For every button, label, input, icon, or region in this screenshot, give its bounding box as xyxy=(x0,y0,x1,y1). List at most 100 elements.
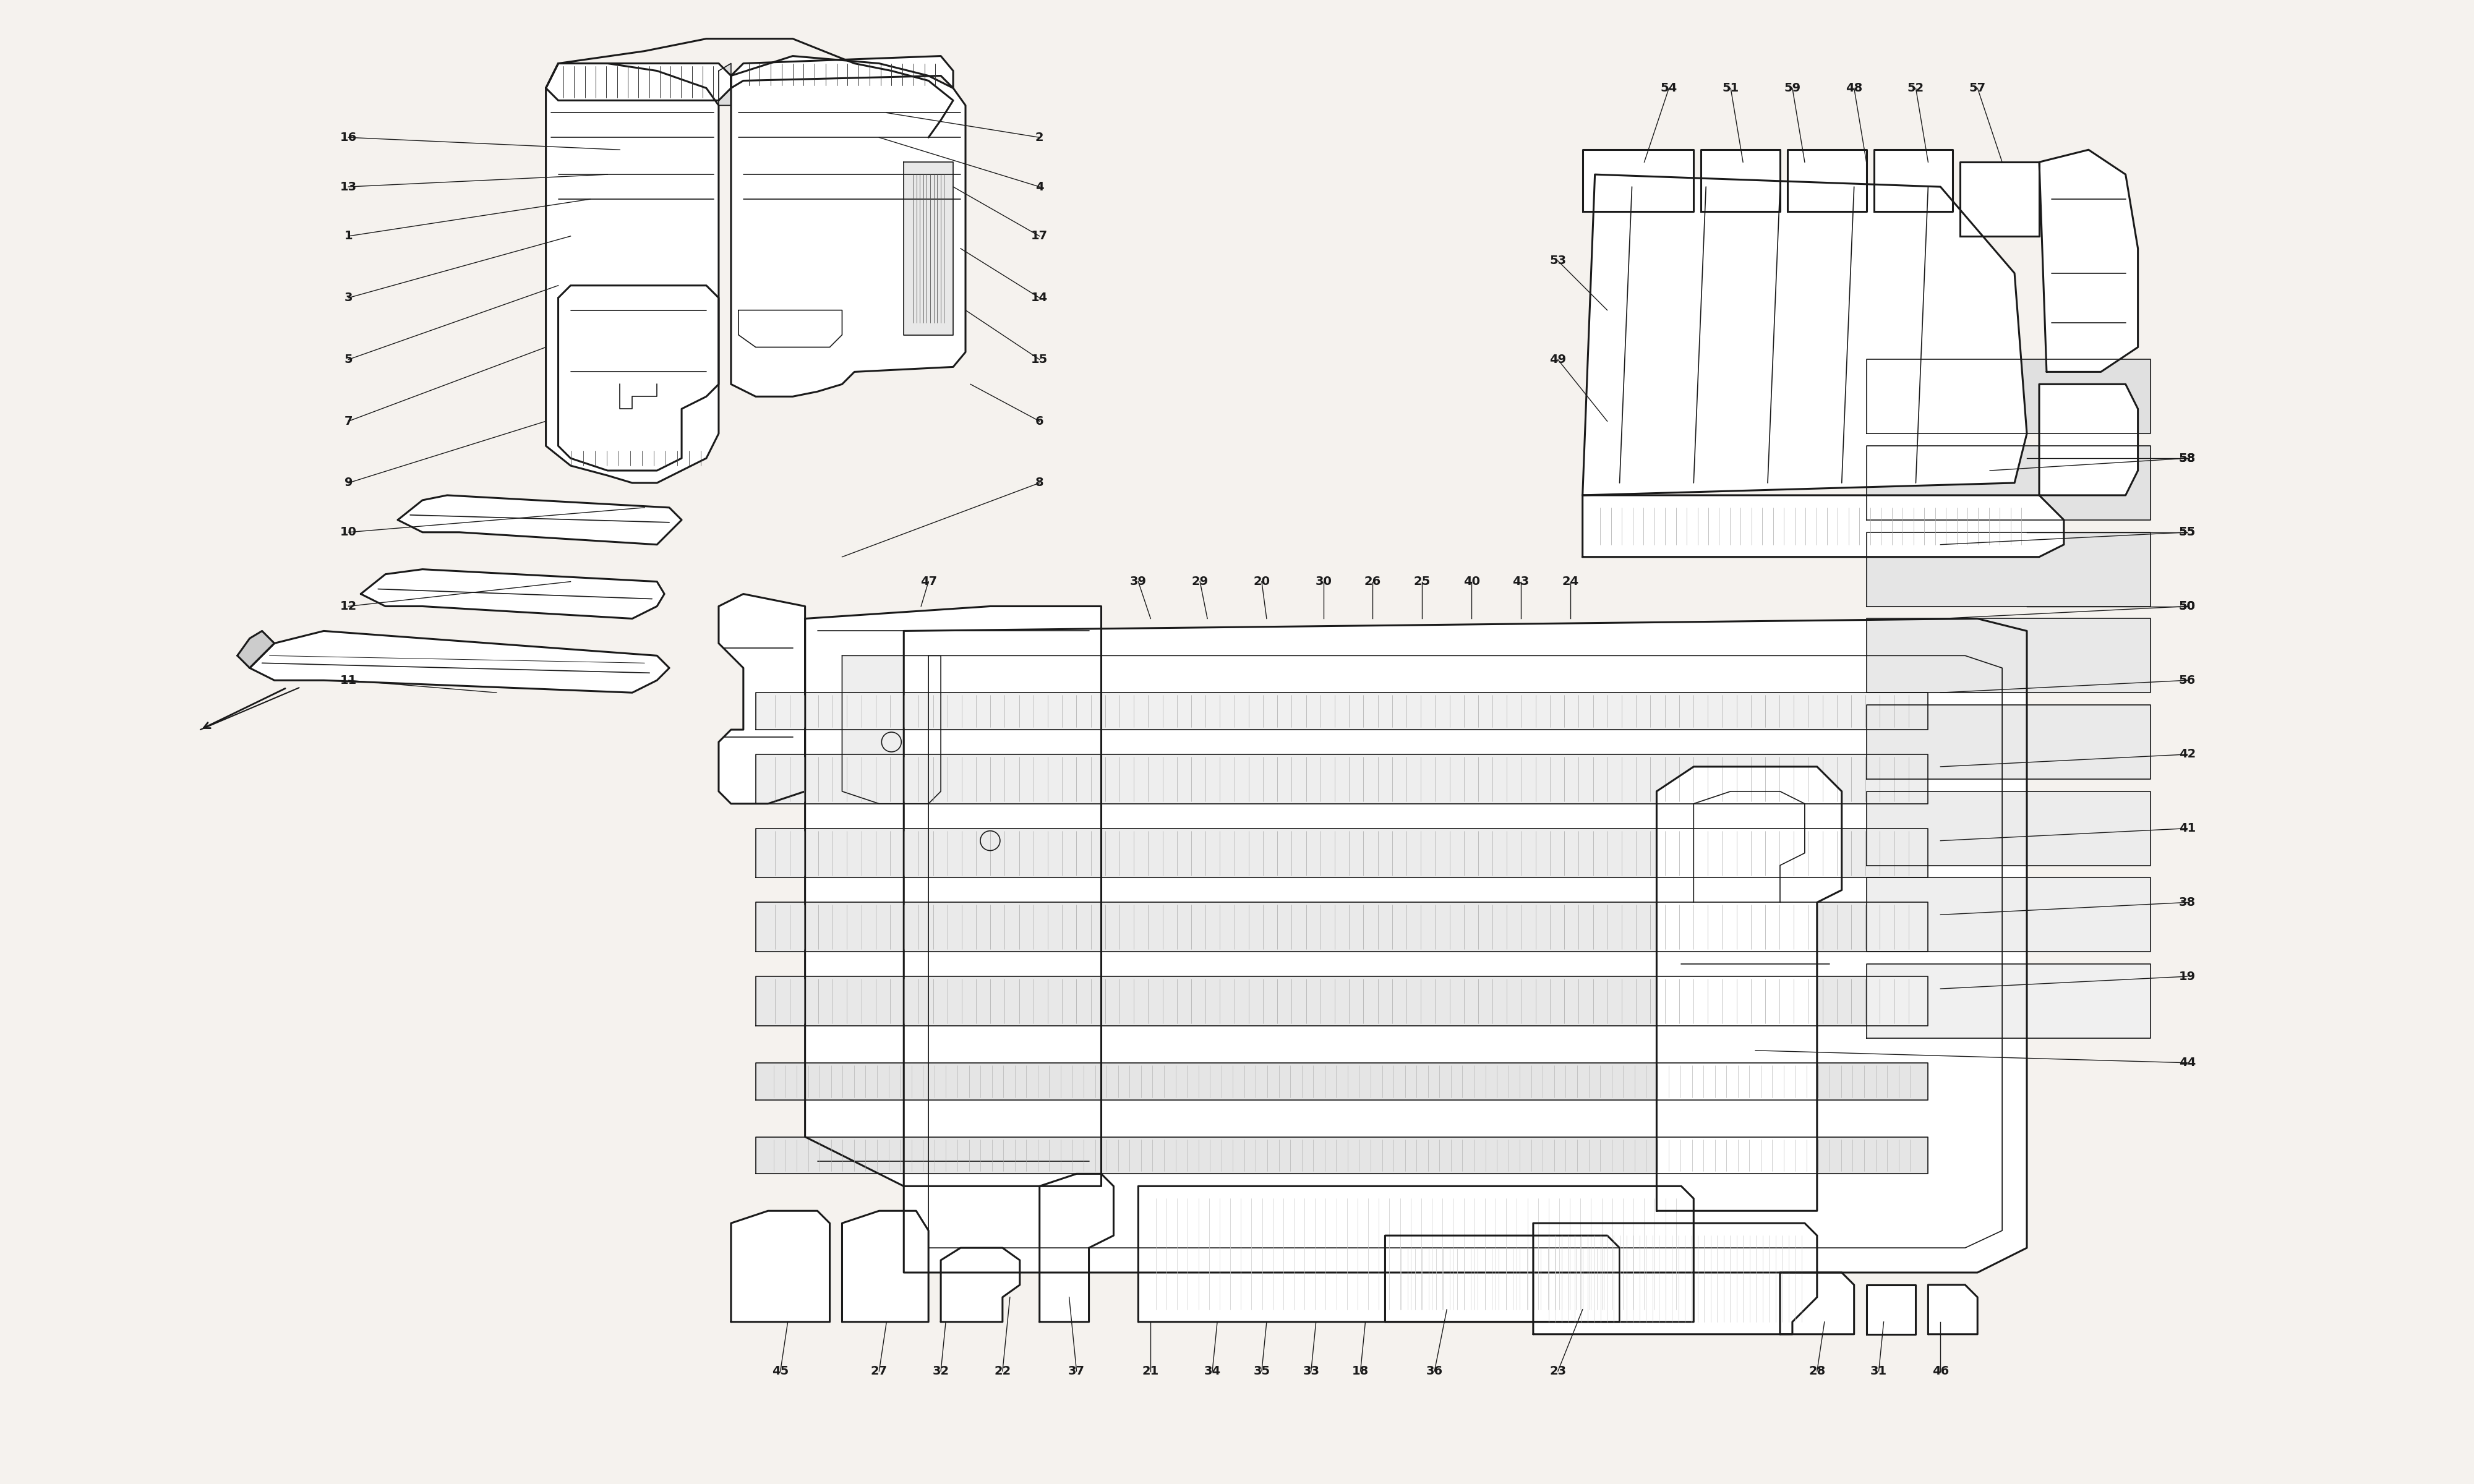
Polygon shape xyxy=(730,1211,829,1322)
Polygon shape xyxy=(1658,767,1841,1211)
Text: 57: 57 xyxy=(1969,82,1987,93)
Text: 48: 48 xyxy=(1846,82,1863,93)
Text: 55: 55 xyxy=(2180,527,2197,539)
Text: 58: 58 xyxy=(2180,453,2197,464)
Text: 1: 1 xyxy=(344,230,354,242)
Polygon shape xyxy=(755,976,1927,1025)
Polygon shape xyxy=(717,64,730,105)
Text: 16: 16 xyxy=(339,132,356,144)
Polygon shape xyxy=(1039,1174,1113,1322)
Text: 23: 23 xyxy=(1549,1365,1566,1377)
Polygon shape xyxy=(1865,965,2150,1039)
Text: 20: 20 xyxy=(1254,576,1269,588)
Text: 27: 27 xyxy=(871,1365,888,1377)
Text: 51: 51 xyxy=(1722,82,1739,93)
Polygon shape xyxy=(1583,496,2063,556)
Text: 3: 3 xyxy=(344,292,354,304)
Polygon shape xyxy=(940,1248,1019,1322)
Text: 10: 10 xyxy=(339,527,356,539)
Text: 12: 12 xyxy=(339,601,356,613)
Text: 11: 11 xyxy=(339,674,356,686)
Text: 19: 19 xyxy=(2180,971,2194,982)
Text: 18: 18 xyxy=(1351,1365,1368,1377)
Text: 24: 24 xyxy=(1561,576,1578,588)
Polygon shape xyxy=(755,754,1927,804)
Polygon shape xyxy=(737,310,841,347)
Text: 34: 34 xyxy=(1205,1365,1220,1377)
Text: 42: 42 xyxy=(2180,748,2197,760)
Polygon shape xyxy=(1865,791,2150,865)
Polygon shape xyxy=(1865,533,2150,607)
Polygon shape xyxy=(1927,1285,1977,1334)
Polygon shape xyxy=(755,828,1927,877)
Text: 36: 36 xyxy=(1425,1365,1442,1377)
Polygon shape xyxy=(547,64,730,101)
Text: 59: 59 xyxy=(1784,82,1801,93)
Polygon shape xyxy=(1138,1186,1695,1322)
Text: 29: 29 xyxy=(1192,576,1207,588)
Polygon shape xyxy=(1583,175,2026,496)
Text: 38: 38 xyxy=(2180,896,2194,908)
Text: 32: 32 xyxy=(933,1365,950,1377)
Text: 58: 58 xyxy=(2180,453,2197,464)
Text: 50: 50 xyxy=(2180,601,2194,613)
Polygon shape xyxy=(903,162,952,335)
Polygon shape xyxy=(755,693,1927,730)
Text: 7: 7 xyxy=(344,416,354,427)
Text: 31: 31 xyxy=(1870,1365,1888,1377)
Polygon shape xyxy=(730,56,952,88)
Polygon shape xyxy=(2039,150,2138,372)
Polygon shape xyxy=(238,631,275,668)
Polygon shape xyxy=(717,594,804,804)
Text: 41: 41 xyxy=(2180,822,2197,834)
Text: 28: 28 xyxy=(1808,1365,1826,1377)
Polygon shape xyxy=(1779,1273,1853,1334)
Polygon shape xyxy=(755,1063,1927,1100)
Polygon shape xyxy=(755,1137,1927,1174)
Text: 50: 50 xyxy=(2180,601,2194,613)
Text: 33: 33 xyxy=(1304,1365,1319,1377)
Polygon shape xyxy=(250,631,670,693)
Polygon shape xyxy=(559,285,717,470)
Polygon shape xyxy=(547,64,717,482)
Polygon shape xyxy=(1865,445,2150,519)
Text: 8: 8 xyxy=(1034,476,1044,488)
Text: 26: 26 xyxy=(1363,576,1380,588)
Text: 13: 13 xyxy=(339,181,356,193)
Text: 17: 17 xyxy=(1032,230,1049,242)
Polygon shape xyxy=(398,496,683,545)
Text: 30: 30 xyxy=(1316,576,1331,588)
Polygon shape xyxy=(1786,150,1865,211)
Text: 43: 43 xyxy=(1512,576,1529,588)
Polygon shape xyxy=(621,384,658,410)
Text: 54: 54 xyxy=(1660,82,1677,93)
Text: 53: 53 xyxy=(1549,255,1566,267)
Polygon shape xyxy=(730,56,965,396)
Polygon shape xyxy=(361,570,666,619)
Polygon shape xyxy=(1865,359,2150,433)
Polygon shape xyxy=(1865,705,2150,779)
Text: 40: 40 xyxy=(1462,576,1479,588)
Text: 22: 22 xyxy=(995,1365,1012,1377)
Text: 14: 14 xyxy=(1032,292,1049,304)
Polygon shape xyxy=(1702,150,1779,211)
Polygon shape xyxy=(903,619,2026,1273)
Polygon shape xyxy=(755,902,1927,951)
Polygon shape xyxy=(2039,384,2138,496)
Text: 15: 15 xyxy=(1032,353,1049,365)
Polygon shape xyxy=(1865,877,2150,951)
Polygon shape xyxy=(841,1211,928,1322)
Text: 44: 44 xyxy=(2180,1057,2197,1068)
Polygon shape xyxy=(1583,150,1695,211)
Polygon shape xyxy=(841,656,940,804)
Polygon shape xyxy=(1534,1223,1816,1334)
Polygon shape xyxy=(1865,619,2150,693)
Text: 9: 9 xyxy=(344,476,354,488)
Text: 47: 47 xyxy=(920,576,938,588)
Text: 6: 6 xyxy=(1034,416,1044,427)
Polygon shape xyxy=(1873,150,1952,211)
Text: 35: 35 xyxy=(1254,1365,1269,1377)
Text: 37: 37 xyxy=(1069,1365,1086,1377)
Text: 45: 45 xyxy=(772,1365,789,1377)
Text: 55: 55 xyxy=(2180,527,2197,539)
